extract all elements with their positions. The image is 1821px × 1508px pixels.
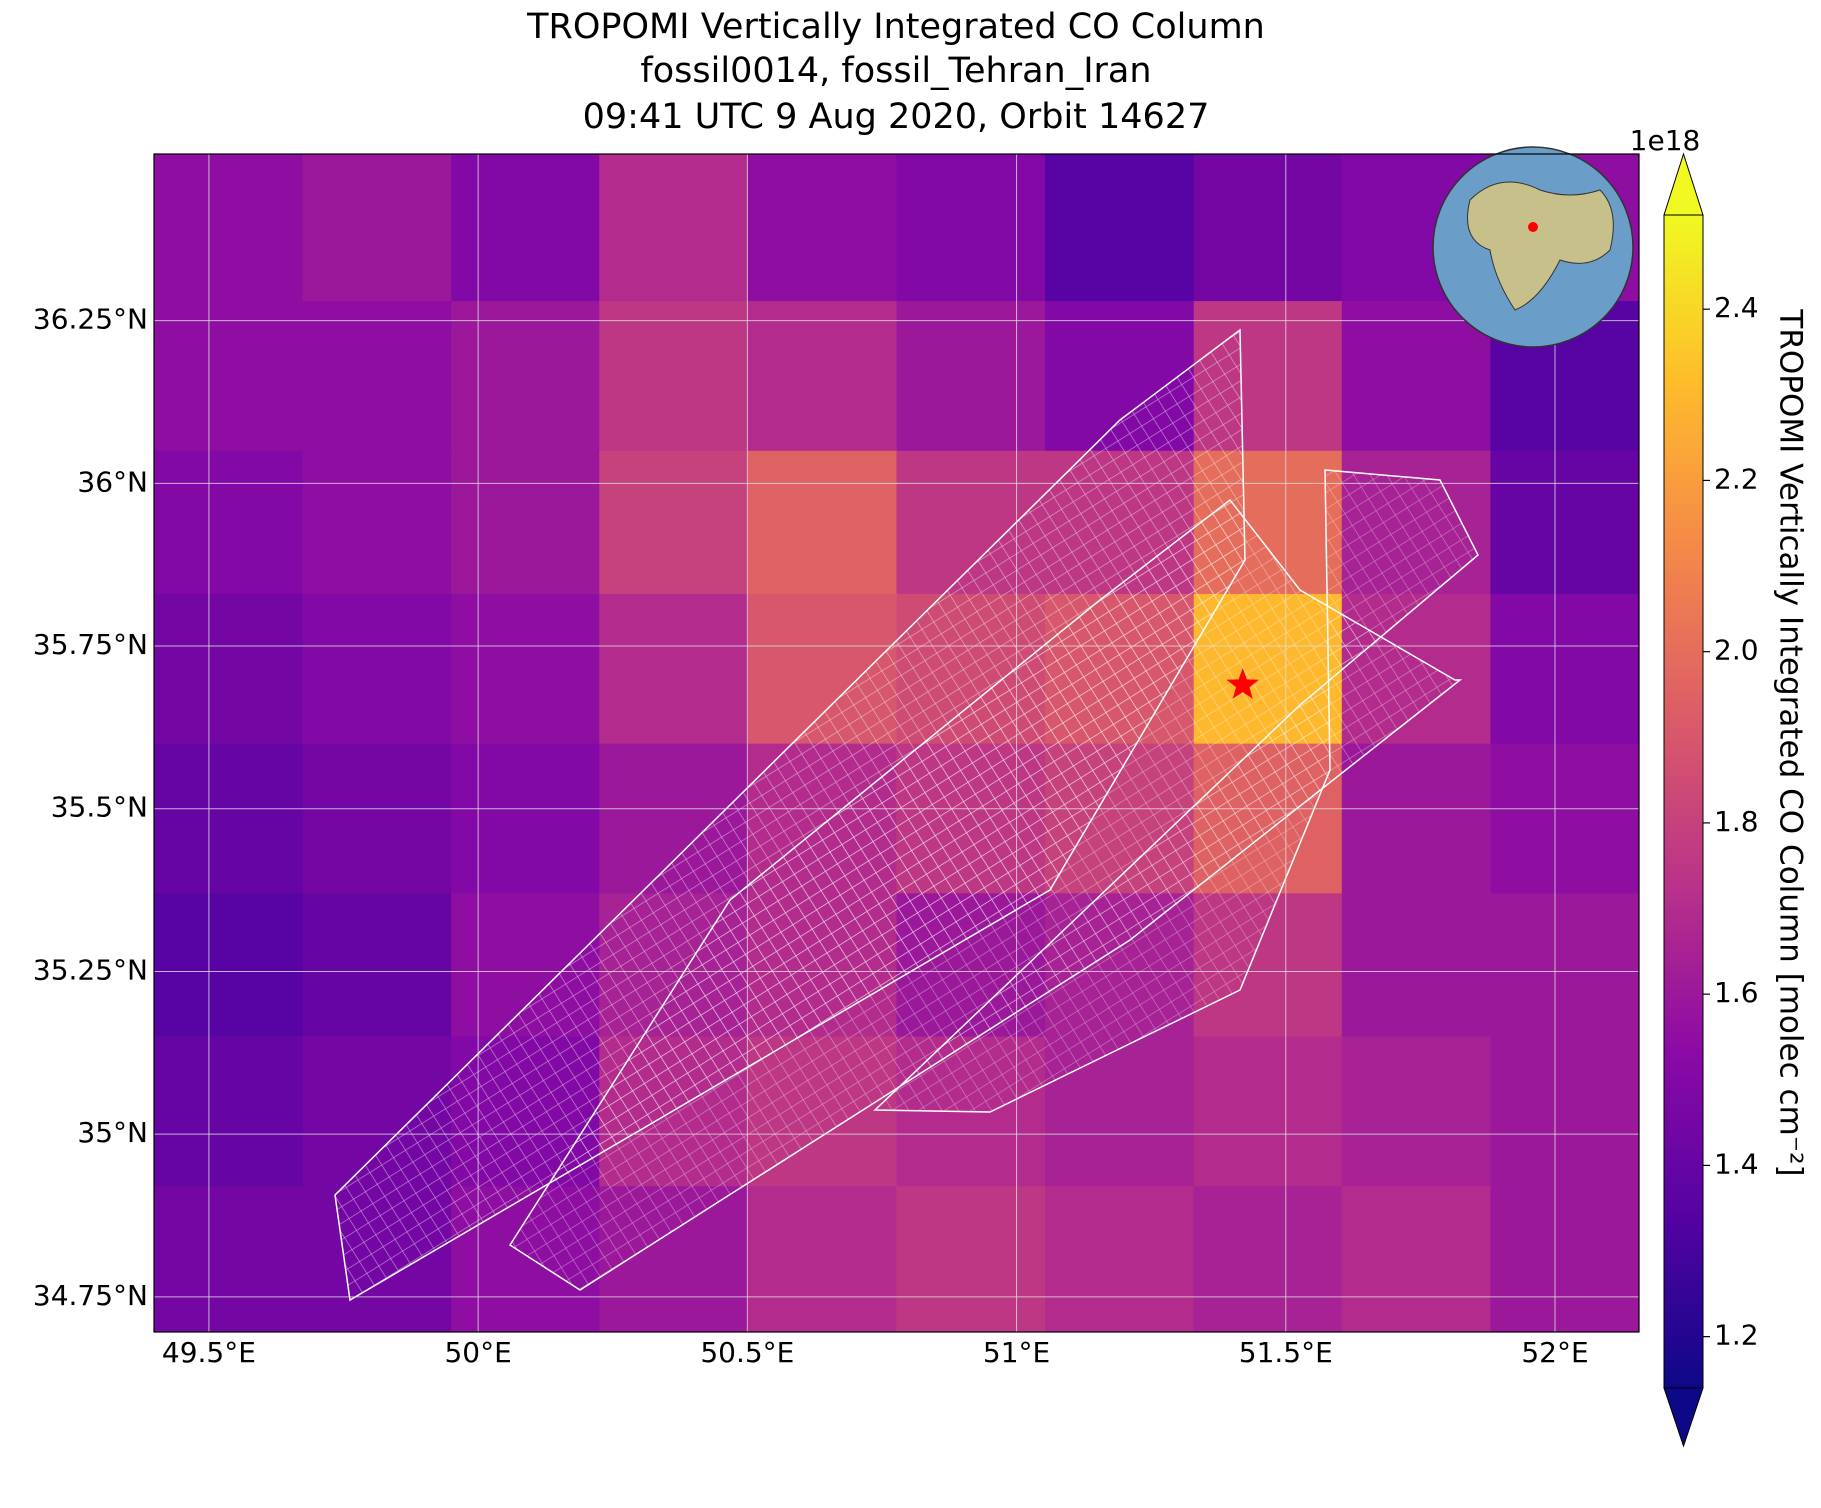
- map-cell: [154, 301, 304, 452]
- map-cell: [747, 301, 897, 452]
- y-tick-label: 35.5°N: [51, 791, 148, 824]
- map-cell: [1490, 593, 1639, 745]
- map-cell: [1490, 893, 1639, 1038]
- y-tick-label: 34.75°N: [33, 1279, 148, 1312]
- x-tick-label: 52°E: [1521, 1336, 1588, 1369]
- map-cell: [896, 301, 1046, 452]
- credit: Source: NASA/JPL-Caltech: [1356, 1419, 1624, 1443]
- map-cell: [451, 301, 600, 452]
- map-cell: [302, 593, 452, 745]
- map-cell: [1490, 1036, 1639, 1187]
- colorbar-tick-label: 1.8: [1714, 805, 1759, 838]
- map-cell: [154, 450, 304, 595]
- title-line: 09:41 UTC 9 Aug 2020, Orbit 14627: [583, 97, 1210, 137]
- colorbar-tick-label: 1.2: [1714, 1319, 1759, 1352]
- globe-inset: [1432, 146, 1634, 348]
- colorbar: 1.2 1.4 1.6 1.8 2.0 2.2 2.4: [1663, 152, 1759, 1448]
- map-cell: [896, 1186, 1046, 1332]
- map-cell: [599, 301, 749, 452]
- map-cell: [154, 154, 304, 302]
- map-cell: [302, 154, 452, 302]
- colorbar-tick-label: 2.4: [1714, 291, 1759, 324]
- map-cell: [1045, 154, 1195, 302]
- map-cell: [599, 154, 749, 302]
- map-cell: [154, 593, 304, 745]
- colorbar-tick-label: 2.2: [1714, 462, 1759, 495]
- map-cell: [154, 893, 304, 1038]
- y-tick-label: 35°N: [77, 1116, 148, 1149]
- map-cell: [451, 593, 600, 745]
- map-cell: [1341, 301, 1491, 452]
- site-marker: [1226, 668, 1259, 699]
- map-cell: [302, 450, 452, 595]
- x-tick-label: 51°E: [983, 1336, 1050, 1369]
- map-cell: [154, 1186, 304, 1332]
- y-tick-label: 35.25°N: [33, 953, 148, 986]
- colorbar-body: [1664, 215, 1703, 1388]
- map-cell: [451, 743, 600, 894]
- map-frame: [153, 153, 1640, 1333]
- map-cell: [302, 301, 452, 452]
- map-cell: [1193, 1186, 1343, 1332]
- globe-site: [1528, 222, 1538, 232]
- map-cell: [1193, 154, 1343, 302]
- map-cell: [1490, 450, 1639, 595]
- map-cell: [1341, 1186, 1491, 1332]
- y-tick-label: 35.75°N: [33, 628, 148, 661]
- title-line: TROPOMI Vertically Integrated CO Column: [526, 7, 1265, 47]
- credit: Created 16 Sep 2024: [1401, 1390, 1624, 1414]
- map-cell: [451, 450, 600, 595]
- map-cell: [599, 450, 749, 595]
- map-cell: [154, 743, 304, 894]
- x-tick-label: 50°E: [444, 1336, 511, 1369]
- title-line: fossil0014, fossil_Tehran_Iran: [640, 51, 1151, 91]
- map-cell: [599, 593, 749, 745]
- y-tick-label: 36°N: [77, 465, 148, 498]
- colorbar-extend-bottom: [1663, 1387, 1704, 1448]
- map-cell: [302, 743, 452, 894]
- map-cell: [1341, 893, 1491, 1038]
- colorbar-tick-label: 1.6: [1714, 976, 1759, 1009]
- graticule: [154, 154, 1639, 1332]
- x-tick-label: 51.5°E: [1239, 1336, 1333, 1369]
- colorbar-frame: [1663, 214, 1704, 1389]
- colorbar-tick-label: 1.4: [1714, 1147, 1759, 1180]
- colorbar-label: TROPOMI Vertically Integrated CO Column …: [1773, 308, 1809, 1176]
- colorbar-offset: 1e18: [1630, 124, 1701, 157]
- map-cell: [451, 154, 600, 302]
- axis-ticks: 49.5°E 50°E 50.5°E 51°E 51.5°E 52°E 34.75°N 35°…: [33, 303, 1589, 1369]
- y-tick-label: 36.25°N: [33, 303, 148, 336]
- map-cell: [747, 1186, 897, 1332]
- map-cell: [1341, 743, 1491, 894]
- map-cell: [1193, 1036, 1343, 1187]
- map-cell: [896, 154, 1046, 302]
- colorbar-extend-top: [1663, 152, 1704, 216]
- map-cell: [302, 893, 452, 1038]
- x-tick-label: 49.5°E: [162, 1336, 256, 1369]
- map-cell: [1490, 1186, 1639, 1332]
- colorbar-tick-label: 2.0: [1714, 634, 1759, 667]
- map-cell: [1045, 1186, 1195, 1332]
- map-cell: [747, 154, 897, 302]
- map-cell: [747, 450, 897, 595]
- x-tick-label: 50.5°E: [700, 1336, 794, 1369]
- map-cell: [1341, 1036, 1491, 1187]
- map-cell: [154, 1036, 304, 1187]
- map-cell: [1490, 743, 1639, 894]
